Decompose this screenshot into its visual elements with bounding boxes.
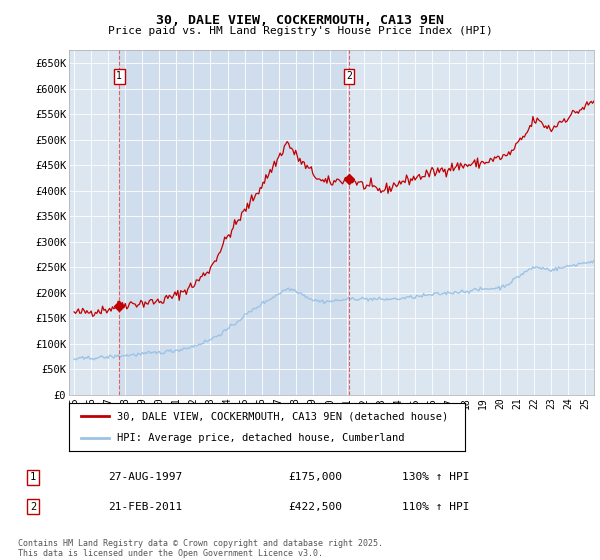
Text: Price paid vs. HM Land Registry's House Price Index (HPI): Price paid vs. HM Land Registry's House … [107,26,493,36]
Text: 2: 2 [30,502,36,512]
Text: HPI: Average price, detached house, Cumberland: HPI: Average price, detached house, Cumb… [116,433,404,443]
Text: £175,000: £175,000 [288,472,342,482]
Text: 110% ↑ HPI: 110% ↑ HPI [402,502,470,512]
Text: 27-AUG-1997: 27-AUG-1997 [108,472,182,482]
Text: 130% ↑ HPI: 130% ↑ HPI [402,472,470,482]
Text: 21-FEB-2011: 21-FEB-2011 [108,502,182,512]
Text: 30, DALE VIEW, COCKERMOUTH, CA13 9EN (detached house): 30, DALE VIEW, COCKERMOUTH, CA13 9EN (de… [116,411,448,421]
Text: 1: 1 [30,472,36,482]
Text: 1: 1 [116,71,122,81]
Bar [119,50,349,395]
Text: £422,500: £422,500 [288,502,342,512]
Text: 30, DALE VIEW, COCKERMOUTH, CA13 9EN: 30, DALE VIEW, COCKERMOUTH, CA13 9EN [156,14,444,27]
Text: Contains HM Land Registry data © Crown copyright and database right 2025.
This d: Contains HM Land Registry data © Crown c… [18,539,383,558]
Text: 2: 2 [346,71,352,81]
